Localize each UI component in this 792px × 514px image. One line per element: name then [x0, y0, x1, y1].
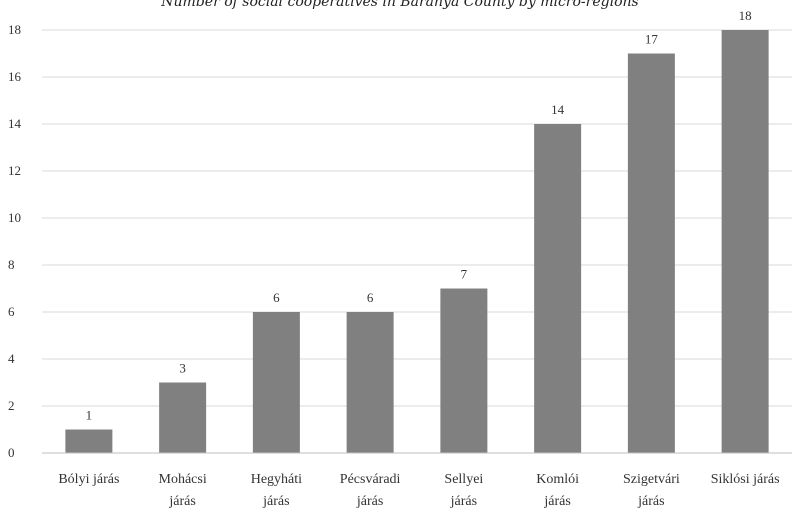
bar — [627, 53, 675, 453]
gridlines — [42, 29, 792, 407]
x-category-label: Hegyháti — [251, 472, 302, 487]
data-label: 6 — [273, 290, 280, 305]
y-tick-label: 16 — [8, 69, 22, 84]
y-tick-label: 4 — [8, 351, 15, 366]
x-category-label: járás — [637, 494, 664, 509]
bar — [440, 288, 488, 453]
chart-title: Number of social cooperatives in Baranya… — [160, 0, 638, 10]
bars — [65, 30, 769, 453]
bar — [346, 312, 394, 453]
data-label: 17 — [645, 32, 659, 47]
y-tick-label: 6 — [8, 304, 15, 319]
x-category-label: Pécsváradi — [340, 472, 401, 487]
x-category-label: Mohácsi — [159, 472, 207, 487]
x-category-label: járás — [168, 494, 195, 509]
y-axis-ticks: 0 2 4 6 8 10 12 14 16 18 — [8, 22, 22, 460]
bar — [159, 382, 207, 453]
bar — [534, 124, 582, 453]
data-labels: 1 3 6 6 7 14 17 18 — [86, 8, 752, 423]
data-label: 6 — [367, 290, 374, 305]
data-label: 1 — [86, 408, 93, 423]
bar — [65, 429, 113, 453]
y-tick-label: 14 — [8, 116, 22, 131]
x-category-label: Komlói — [536, 472, 579, 487]
y-tick-label: 18 — [8, 22, 21, 37]
x-category-label: Szigetvári — [623, 472, 680, 487]
data-label: 14 — [551, 102, 565, 117]
x-category-label: járás — [450, 494, 477, 509]
x-category-label: Siklósi járás — [711, 472, 780, 487]
data-label: 18 — [739, 8, 752, 23]
x-category-label: járás — [356, 494, 383, 509]
data-label: 7 — [461, 267, 468, 282]
x-category-label: Bólyi járás — [58, 472, 119, 487]
y-tick-label: 10 — [8, 210, 21, 225]
x-axis-categories: Bólyi járás Mohácsi járás Hegyháti járás Pécs… — [58, 472, 779, 509]
x-category-label: Sellyei — [444, 472, 483, 487]
x-category-label: járás — [543, 494, 570, 509]
y-tick-label: 0 — [8, 445, 15, 460]
x-category-label: járás — [262, 494, 289, 509]
y-tick-label: 2 — [8, 398, 15, 413]
y-tick-label: 12 — [8, 163, 21, 178]
bar — [721, 30, 769, 453]
data-label: 3 — [179, 361, 186, 376]
bar — [252, 312, 300, 453]
y-tick-label: 8 — [8, 257, 15, 272]
